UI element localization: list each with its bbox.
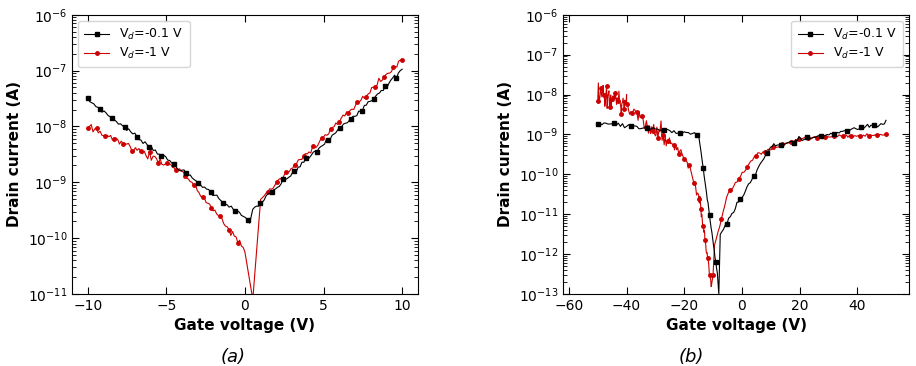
V$_d$=-0.1 V [174,169,185,173]
V$_d$=-1 V [247,297,258,302]
V$_d$=-0.1 V [609,121,620,126]
Y-axis label: Drain current (A): Drain current (A) [7,81,22,227]
V$_d$=-1 V [593,99,604,103]
X-axis label: Gate voltage (V): Gate voltage (V) [174,318,315,333]
V$_d$=-0.1 V [755,161,766,166]
V$_d$=-0.1 V [147,148,158,153]
V$_d$=-1 V [705,284,716,289]
Text: (a): (a) [221,348,246,366]
Legend: V$_d$=-0.1 V, V$_d$=-1 V: V$_d$=-0.1 V, V$_d$=-1 V [791,21,903,67]
V$_d$=-1 V [82,126,93,130]
V$_d$=-0.1 V [245,221,256,225]
V$_d$=-1 V [707,273,718,277]
V$_d$=-0.1 V [862,122,873,127]
V$_d$=-0.1 V [397,67,408,71]
V$_d$=-1 V [366,85,377,90]
Text: (b): (b) [679,348,704,366]
V$_d$=-0.1 V [82,96,93,100]
Line: V$_d$=-1 V: V$_d$=-1 V [86,58,404,301]
V$_d$=-0.1 V [293,165,304,169]
V$_d$=-0.1 V [714,292,725,296]
V$_d$=-1 V [273,178,284,182]
X-axis label: Gate voltage (V): Gate voltage (V) [666,318,807,333]
V$_d$=-0.1 V [593,122,604,126]
V$_d$=-0.1 V [880,118,891,123]
V$_d$=-1 V [880,132,891,137]
V$_d$=-0.1 V [344,119,354,123]
V$_d$=-1 V [307,144,318,149]
V$_d$=-1 V [744,161,755,166]
V$_d$=-1 V [397,57,408,62]
V$_d$=-0.1 V [700,179,711,183]
V$_d$=-1 V [672,145,683,150]
V$_d$=-1 V [689,181,700,185]
Legend: V$_d$=-0.1 V, V$_d$=-1 V: V$_d$=-0.1 V, V$_d$=-1 V [78,21,190,67]
Y-axis label: Drain current (A): Drain current (A) [498,81,513,227]
Line: V$_d$=-0.1 V: V$_d$=-0.1 V [596,119,888,296]
V$_d$=-0.1 V [265,191,276,195]
V$_d$=-0.1 V [623,123,634,127]
V$_d$=-1 V [593,81,604,85]
V$_d$=-1 V [777,142,788,146]
V$_d$=-1 V [284,169,295,174]
V$_d$=-0.1 V [652,127,663,131]
V$_d$=-1 V [352,100,363,104]
Line: V$_d$=-0.1 V: V$_d$=-0.1 V [86,67,404,225]
Line: V$_d$=-1 V: V$_d$=-1 V [596,81,888,288]
V$_d$=-0.1 V [384,81,395,85]
V$_d$=-1 V [713,230,724,234]
V$_d$=-1 V [137,152,148,156]
